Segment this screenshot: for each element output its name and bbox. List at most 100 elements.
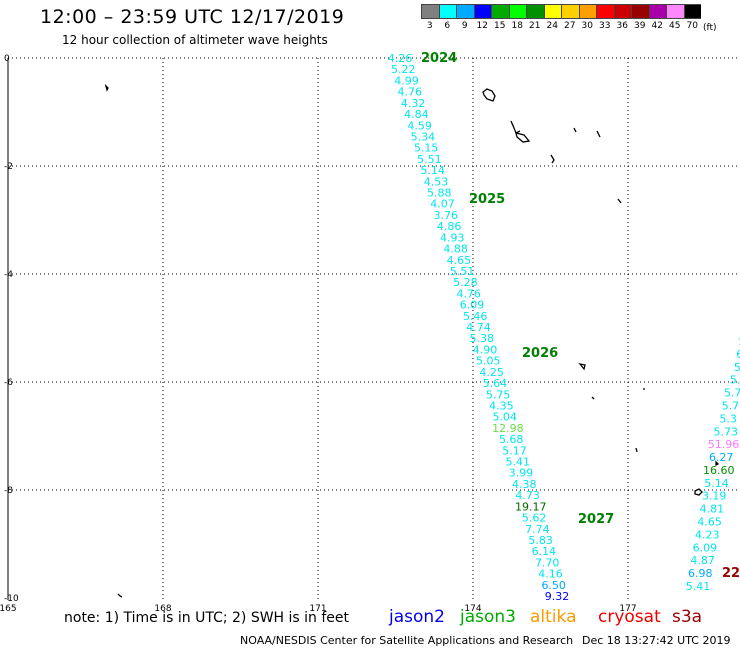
x-tick-177: 177	[619, 604, 636, 614]
track-value: 16.60	[703, 464, 735, 477]
track-value: 5.34	[411, 131, 436, 144]
right-track-values: 5655.5.75.75.35.7351.966.2716.605.143.19…	[686, 335, 740, 593]
legend-swatch	[438, 4, 456, 19]
sat-jason3-label: jason3	[460, 607, 516, 627]
track-value: 19.17	[515, 500, 547, 513]
y-tick-minus6: -6	[4, 378, 13, 388]
legend-cell: 3	[421, 4, 439, 33]
track-value: 4.25	[479, 366, 504, 379]
pass-hour-label: 2024	[421, 51, 457, 66]
track-value: 4.87	[690, 554, 715, 567]
legend-label: 45	[669, 21, 681, 31]
legend-label: 15	[494, 21, 506, 31]
main-track-values: 4.265.224.994.764.324.844.595.345.155.51…	[388, 52, 570, 603]
track-value: 12.98	[492, 422, 524, 435]
hour-labels: 2024 2025 2026 2027 22	[421, 51, 740, 581]
x-tick-165: 165	[0, 604, 17, 614]
legend-swatch	[473, 4, 491, 19]
track-value: 3.99	[509, 467, 534, 480]
legend-swatch	[631, 4, 649, 19]
track-value: 6.50	[541, 579, 566, 592]
legend-label: 9	[461, 21, 468, 31]
track-value: 6.98	[688, 567, 713, 580]
pass-hour-label: 2027	[578, 512, 614, 527]
track-value: 5.	[730, 374, 740, 387]
track-value: 5.38	[470, 332, 495, 345]
track-value: 3.76	[434, 209, 459, 222]
track-value: 5.7	[724, 387, 740, 400]
legend-cell: 9	[456, 4, 474, 33]
generated-timestamp: Dec 18 13:27:42 UTC 2019	[582, 634, 731, 647]
legend-swatch	[561, 4, 579, 19]
track-value: 4.65	[447, 254, 472, 267]
legend-label: 12	[476, 21, 488, 31]
legend-swatch	[683, 4, 701, 19]
track-value: 5	[739, 335, 740, 348]
track-value: 6.09	[460, 299, 485, 312]
legend-cell: 36	[613, 4, 631, 33]
legend-swatch	[613, 4, 631, 19]
color-legend: 3 6 9 12 15 18 21 24 27 30 33 36 39 42 45 70 (ft)	[421, 4, 717, 33]
legend-swatch	[578, 4, 596, 19]
track-value: 6.27	[709, 451, 734, 464]
x-tick-168: 168	[154, 604, 171, 614]
legend-swatch	[421, 4, 439, 19]
track-value: 5.75	[486, 388, 511, 401]
y-tick-minus8: -8	[4, 486, 13, 496]
legend-label: 36	[616, 21, 628, 31]
track-value: 4.16	[538, 568, 563, 581]
sat-s3a-label: s3a	[672, 607, 703, 627]
track-value: 5.46	[463, 310, 488, 323]
sat-cryosat-label: cryosat	[598, 607, 661, 627]
track-value: 5.64	[483, 377, 508, 390]
y-tick-0: 0	[4, 54, 10, 64]
gridlines	[8, 57, 740, 600]
legend-swatch	[666, 4, 684, 19]
legend-cell: 39	[631, 4, 649, 33]
legend-label: 6	[444, 21, 451, 31]
legend-cell: 18	[508, 4, 526, 33]
track-value: 4.81	[700, 503, 725, 516]
pass-hour-label: 22	[722, 566, 740, 581]
track-value: 4.65	[697, 516, 722, 529]
legend-swatch	[543, 4, 561, 19]
legend-label: 3	[426, 21, 433, 31]
legend-swatch	[526, 4, 544, 19]
pass-hour-label: 2025	[469, 192, 505, 207]
track-value: 9.32	[545, 590, 570, 603]
track-value: 5.51	[417, 153, 442, 166]
track-value: 5.14	[420, 164, 445, 177]
track-value: 4.99	[394, 74, 419, 87]
legend-label: 27	[564, 21, 576, 31]
track-value: 51.96	[708, 438, 740, 451]
track-value: 4.76	[398, 86, 423, 99]
track-value: 5.04	[492, 411, 517, 424]
track-value: 3.19	[702, 490, 727, 503]
track-value: 5.22	[391, 63, 416, 76]
track-value: 4.53	[424, 175, 449, 188]
legend-unit: (ft)	[703, 23, 717, 33]
track-value: 4.86	[437, 220, 462, 233]
track-value: 5.41	[686, 580, 711, 593]
legend-cell: 24	[543, 4, 561, 33]
track-value: 5.88	[427, 187, 452, 200]
track-value: 4.38	[512, 478, 537, 491]
track-value: 5.62	[522, 512, 547, 525]
x-tick-171: 171	[309, 604, 326, 614]
sat-jason2-label: jason2	[389, 607, 445, 627]
y-tick-minus4: -4	[4, 270, 13, 280]
legend-label: 39	[634, 21, 646, 31]
track-value: 4.93	[440, 231, 465, 244]
legend-label: 33	[599, 21, 611, 31]
track-value: 4.74	[466, 321, 491, 334]
track-value: 4.73	[515, 489, 540, 502]
track-value: 5.7	[722, 400, 740, 413]
legend-cell: 12	[473, 4, 491, 33]
legend-swatch	[596, 4, 614, 19]
legend-swatch	[508, 4, 526, 19]
legend-cell: 45	[666, 4, 684, 33]
legend-cell: 70	[683, 4, 701, 33]
track-value: 4.76	[456, 287, 481, 300]
legend-cell: 42	[648, 4, 666, 33]
